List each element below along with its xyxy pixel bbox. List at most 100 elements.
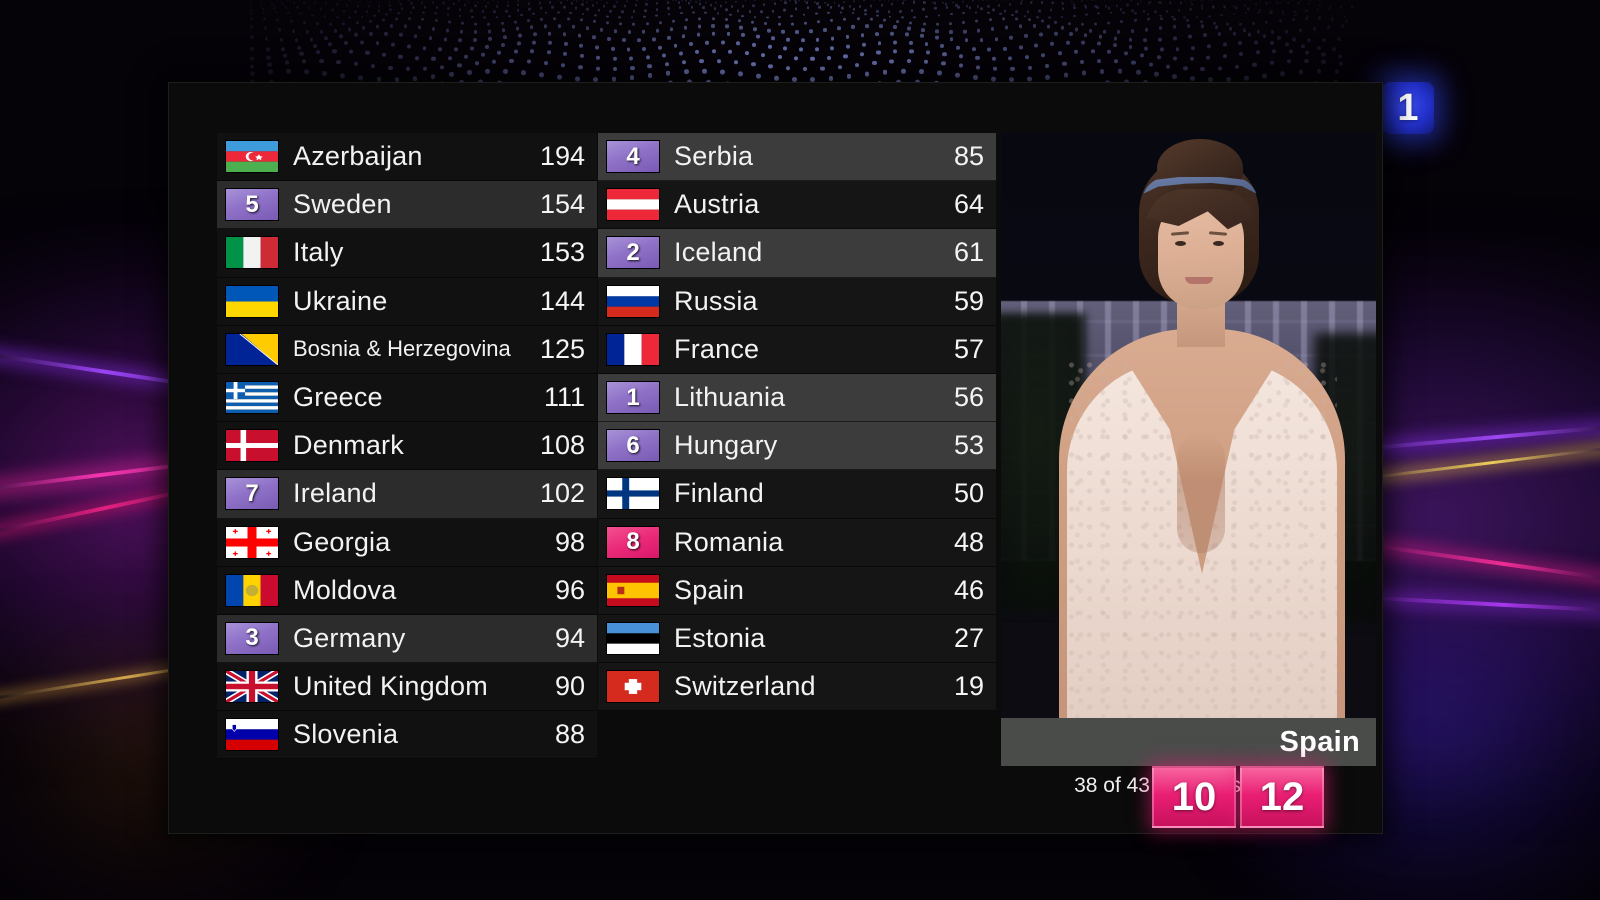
country-total-points: 59 xyxy=(953,285,984,316)
country-total-points: 85 xyxy=(953,141,984,172)
country-name: Iceland xyxy=(674,237,763,268)
scoreboard-row: 6 Hungary 53 xyxy=(598,422,996,471)
points-awarded-badge: 1 xyxy=(606,381,660,415)
country-name: Denmark xyxy=(293,430,404,461)
score-chip-group: 10 12 xyxy=(1152,766,1324,828)
points-awarded-value: 6 xyxy=(607,430,659,462)
country-name: Austria xyxy=(674,189,760,220)
points-awarded-badge: 8 xyxy=(606,525,660,559)
country-name: Bosnia & Herzegovina xyxy=(293,336,511,362)
country-name: Italy xyxy=(293,237,344,268)
scoreboard-row: Switzerland 19 xyxy=(598,663,996,712)
country-flag-icon xyxy=(225,573,279,607)
scoreboard-row: Bosnia & Herzegovina 125 xyxy=(217,325,597,374)
country-total-points: 125 xyxy=(539,333,585,364)
country-flag-icon xyxy=(225,525,279,559)
country-total-points: 64 xyxy=(953,189,984,220)
country-name: Estonia xyxy=(674,622,766,653)
country-name: Ukraine xyxy=(293,285,388,316)
country-total-points: 88 xyxy=(554,719,585,750)
country-flag-icon xyxy=(225,236,279,270)
scoreboard-row: Greece 111 xyxy=(217,373,597,423)
country-name: France xyxy=(674,333,760,364)
country-total-points: 94 xyxy=(554,622,585,653)
country-flag-icon xyxy=(225,140,279,174)
points-awarded-badge: 2 xyxy=(606,236,660,270)
scoreboard-row: Georgia 98 xyxy=(217,518,597,567)
scoreboard-row: 2 Iceland 61 xyxy=(598,229,996,278)
scoreboard-row: Denmark 108 xyxy=(217,422,597,471)
scoreboard-grid: Azerbaijan 194 5 Sweden 154 Italy 153 Ukraine 14… xyxy=(217,133,1377,760)
country-name: Lithuania xyxy=(674,382,786,413)
scoreboard-row: 1 Lithuania 56 xyxy=(598,373,996,423)
country-name: Moldova xyxy=(293,574,397,605)
country-flag-icon xyxy=(225,284,279,318)
scoreboard-row: Russia 59 xyxy=(598,277,996,326)
points-awarded-value: 2 xyxy=(607,237,659,269)
country-total-points: 27 xyxy=(953,622,984,653)
presenter-mouth xyxy=(1185,277,1213,284)
score-chip: 12 xyxy=(1240,766,1324,828)
points-awarded-badge: 3 xyxy=(225,621,279,655)
country-flag-icon xyxy=(225,381,279,415)
country-flag-icon xyxy=(606,477,660,511)
scoreboard-panel: Azerbaijan 194 5 Sweden 154 Italy 153 Ukraine 14… xyxy=(168,82,1383,834)
points-awarded-badge: 7 xyxy=(225,477,279,511)
presenter-eye-right xyxy=(1213,241,1224,246)
scoreboard-row: Slovenia 88 xyxy=(217,711,597,760)
scoreboard-row: Finland 50 xyxy=(598,470,996,519)
scoreboard-column-right: 4 Serbia 85 Austria 64 2 Iceland 6 1 Russia 59 Fran… xyxy=(598,133,996,712)
country-total-points: 154 xyxy=(539,189,585,220)
points-awarded-badge: 6 xyxy=(606,429,660,463)
points-awarded-badge: 5 xyxy=(225,188,279,222)
light-streak-violet-right xyxy=(1345,594,1600,614)
country-total-points: 48 xyxy=(953,526,984,557)
country-total-points: 50 xyxy=(953,478,984,509)
country-flag-icon xyxy=(225,670,279,704)
country-flag-icon xyxy=(225,332,279,366)
country-total-points: 46 xyxy=(953,574,984,605)
presenter-hair-bun xyxy=(1157,139,1243,197)
scoreboard-row: Austria 64 xyxy=(598,181,996,230)
scoreboard-row: 4 Serbia 85 xyxy=(598,133,996,182)
scoreboard-row: Spain 46 xyxy=(598,566,996,615)
presenter-video-feed xyxy=(1001,133,1376,718)
country-name: Hungary xyxy=(674,430,778,461)
scoreboard-row: 8 Romania 48 xyxy=(598,518,996,567)
country-name: Russia xyxy=(674,285,758,316)
country-total-points: 144 xyxy=(539,285,585,316)
country-flag-icon xyxy=(606,573,660,607)
country-flag-icon xyxy=(606,188,660,222)
points-awarded-value: 7 xyxy=(226,478,278,510)
score-chip: 10 xyxy=(1152,766,1236,828)
country-name: Serbia xyxy=(674,141,754,172)
country-flag-icon xyxy=(606,621,660,655)
country-total-points: 102 xyxy=(539,478,585,509)
country-flag-icon xyxy=(606,284,660,318)
country-name: Ireland xyxy=(293,478,377,509)
country-name: Azerbaijan xyxy=(293,141,423,172)
country-name: Romania xyxy=(674,526,784,557)
points-awarded-value: 3 xyxy=(226,622,278,654)
country-name: Sweden xyxy=(293,189,392,220)
scoreboard-row: 7 Ireland 102 xyxy=(217,470,597,519)
scoreboard-column-left: Azerbaijan 194 5 Sweden 154 Italy 153 Ukraine 14… xyxy=(217,133,597,760)
country-total-points: 111 xyxy=(543,382,585,413)
country-total-points: 90 xyxy=(554,671,585,702)
voting-country-caption-bar: Spain xyxy=(1001,718,1376,766)
country-total-points: 194 xyxy=(539,141,585,172)
country-flag-icon xyxy=(606,332,660,366)
country-total-points: 96 xyxy=(554,574,585,605)
scoreboard-row: 3 Germany 94 xyxy=(217,614,597,664)
scoreboard-row: Ukraine 144 xyxy=(217,277,597,326)
country-total-points: 98 xyxy=(554,526,585,557)
scoreboard-row: Moldova 96 xyxy=(217,566,597,615)
points-awarded-value: 4 xyxy=(607,141,659,173)
country-total-points: 19 xyxy=(953,671,984,702)
presenter-eye-left xyxy=(1175,241,1186,246)
country-name: Greece xyxy=(293,382,383,413)
country-name: Finland xyxy=(674,478,764,509)
country-name: Switzerland xyxy=(674,671,816,702)
points-awarded-value: 1 xyxy=(607,382,659,414)
